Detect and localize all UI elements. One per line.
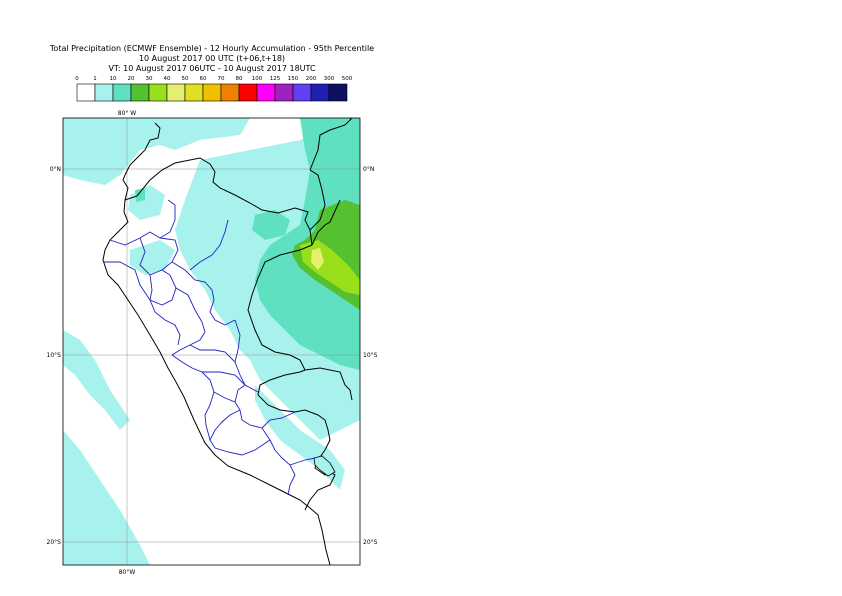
- country-borders: [304, 367, 353, 401]
- map-subtitle-base-time: 10 August 2017 00 UTC (t+06,t+18): [138, 54, 286, 63]
- precip-area-medium: [135, 188, 145, 202]
- legend-swatch: [328, 83, 348, 102]
- map-title: Total Precipitation (ECMWF Ensemble) - 1…: [49, 44, 375, 53]
- country-borders: [309, 169, 326, 231]
- map-frame: [62, 117, 361, 566]
- legend-tick-label: 20: [128, 76, 135, 82]
- legend-tick-label: 150: [288, 76, 299, 82]
- legend-tick-label: 70: [218, 76, 225, 82]
- country-borders: [311, 199, 341, 246]
- lat-label-left-0n: 0°N: [50, 166, 61, 173]
- lat-label-right-10s: 10°S: [363, 352, 378, 359]
- legend-tick-label: 300: [324, 76, 335, 82]
- precip-area-light: [63, 430, 150, 565]
- legend-tick-label: 125: [270, 76, 281, 82]
- lat-label-left-20s: 20°S: [47, 539, 62, 546]
- legend-tick-label: 30: [146, 76, 153, 82]
- precip-area-medium: [252, 210, 290, 240]
- legend-tick-label: 200: [306, 76, 317, 82]
- legend-tick-label: 40: [164, 76, 171, 82]
- legend-tick-label: 500: [342, 76, 353, 82]
- lat-label-right-20s: 20°S: [363, 539, 378, 546]
- precipitation-fields: [63, 118, 360, 565]
- country-borders: [124, 157, 313, 246]
- region-borders: [103, 199, 316, 496]
- legend-tick-label: 60: [200, 76, 207, 82]
- legend-tick-label: 100: [252, 76, 263, 82]
- country-borders: [102, 122, 331, 565]
- country-borders: [247, 244, 313, 371]
- map-subtitle-valid-time: VT: 10 August 2017 06UTC - 10 August 201…: [108, 64, 316, 73]
- precip-area-light: [63, 118, 250, 185]
- legend-tick-label: 10: [110, 76, 117, 82]
- country-borders: [309, 118, 353, 171]
- lat-label-left-10s: 10°S: [47, 352, 62, 359]
- precipitation-color-legend: 0 1 10 20 30 40 50 60 70 80 100 125 150 200 300 500: [75, 76, 353, 102]
- legend-tick-label: 80: [236, 76, 243, 82]
- lake-titicaca: [313, 455, 336, 477]
- legend-tick-label: 0: [75, 76, 79, 82]
- lon-label-bottom: 80°W: [119, 569, 136, 576]
- lat-label-right-0n: 0°N: [363, 166, 374, 173]
- country-borders: [257, 369, 336, 511]
- lon-label-top: 80° W: [118, 110, 137, 117]
- precip-area-extreme: [311, 248, 324, 270]
- legend-tick-label: 50: [182, 76, 189, 82]
- legend-tick-label: 1: [93, 76, 97, 82]
